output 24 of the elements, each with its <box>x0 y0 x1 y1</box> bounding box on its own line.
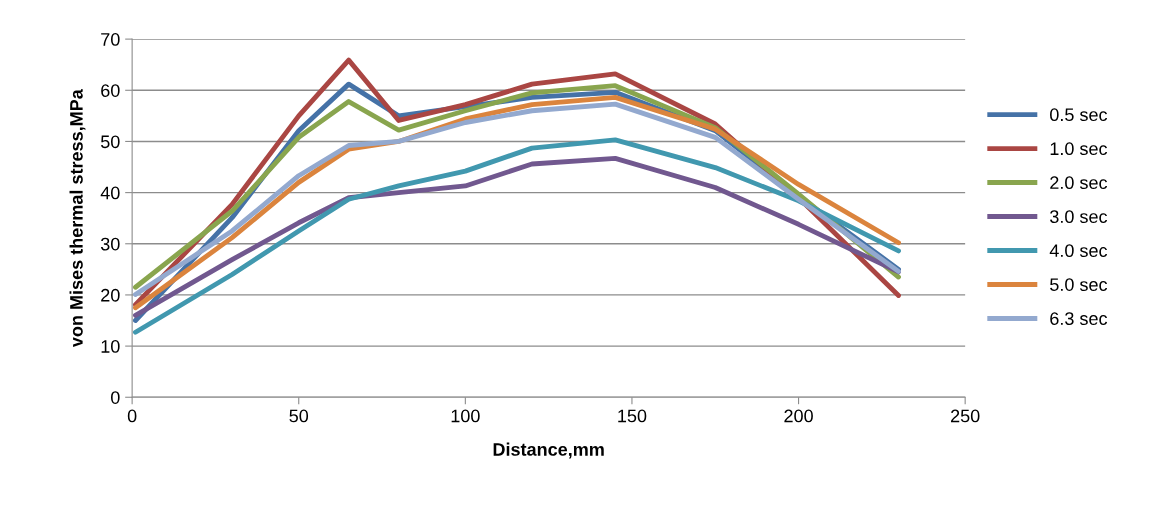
line-series <box>133 137 901 335</box>
x-tick-label: 200 <box>784 409 813 423</box>
x-tick-label: 0 <box>127 409 137 423</box>
legend-label: 5.0 sec <box>1050 278 1108 291</box>
x-tick-label: 150 <box>618 409 647 423</box>
legend-label: 4.0 sec <box>1049 244 1108 258</box>
y-axis-title: von Mises thermal stress,MPa <box>69 89 86 348</box>
legend-label: 6.3 sec <box>1050 312 1108 325</box>
y-tick-label: 60 <box>101 84 120 97</box>
legend-label: 1.0 sec <box>1050 142 1108 156</box>
y-tick-label: 10 <box>101 340 120 353</box>
y-tick-label: 30 <box>100 237 120 251</box>
y-tick-label: 40 <box>100 186 120 200</box>
x-axis-title: Distance,mm <box>493 442 604 459</box>
legend-label: 3.0 sec <box>1050 210 1108 224</box>
legend-label: 0.5 sec <box>1050 108 1108 122</box>
x-tick-label: 250 <box>951 409 980 423</box>
y-tick-label: 20 <box>101 288 120 302</box>
y-tick-label: 50 <box>100 135 120 149</box>
legend-label: 2.0 sec <box>1050 176 1108 190</box>
y-tick-label: 70 <box>101 33 120 46</box>
x-tick-label: 50 <box>289 409 309 423</box>
y-tick-label: 0 <box>110 391 120 404</box>
x-tick-label: 100 <box>451 409 480 423</box>
